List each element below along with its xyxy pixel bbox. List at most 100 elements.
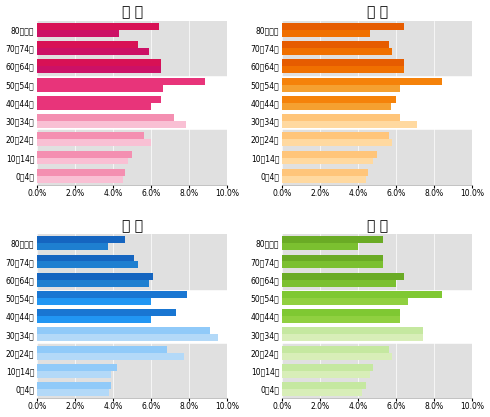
- Bar: [37, 41, 138, 48]
- Bar: [282, 21, 472, 39]
- Bar: [282, 114, 400, 121]
- Bar: [282, 316, 400, 323]
- Bar: [37, 130, 227, 148]
- Bar: [282, 151, 377, 158]
- Bar: [37, 344, 227, 362]
- Bar: [282, 280, 396, 286]
- Bar: [282, 353, 392, 359]
- Bar: [37, 78, 205, 85]
- Bar: [37, 382, 111, 389]
- Bar: [37, 132, 144, 139]
- Bar: [282, 48, 392, 55]
- Bar: [282, 167, 472, 185]
- Bar: [37, 291, 188, 298]
- Bar: [37, 298, 151, 305]
- Bar: [282, 344, 472, 362]
- Bar: [282, 389, 362, 396]
- Bar: [37, 176, 123, 183]
- Bar: [37, 23, 159, 30]
- Bar: [282, 85, 400, 91]
- Bar: [282, 39, 472, 57]
- Bar: [282, 334, 423, 342]
- Bar: [282, 176, 366, 183]
- Bar: [37, 346, 167, 353]
- Bar: [37, 103, 151, 110]
- Bar: [282, 243, 358, 250]
- Bar: [282, 271, 472, 289]
- Bar: [37, 273, 153, 280]
- Bar: [282, 380, 472, 398]
- Bar: [282, 148, 472, 167]
- Bar: [37, 362, 227, 380]
- Bar: [282, 41, 389, 48]
- Bar: [282, 236, 383, 243]
- Bar: [37, 252, 227, 271]
- Bar: [37, 121, 186, 128]
- Bar: [37, 96, 161, 103]
- Bar: [37, 30, 119, 37]
- Bar: [37, 234, 227, 252]
- Bar: [37, 389, 109, 396]
- Bar: [282, 382, 366, 389]
- Bar: [282, 327, 423, 334]
- Bar: [37, 151, 132, 158]
- Bar: [37, 114, 174, 121]
- Bar: [37, 39, 227, 57]
- Bar: [37, 148, 227, 167]
- Bar: [282, 121, 417, 128]
- Bar: [282, 371, 369, 378]
- Bar: [282, 158, 373, 164]
- Bar: [37, 254, 134, 261]
- Bar: [282, 254, 383, 261]
- Title: 全 国: 全 国: [367, 219, 388, 233]
- Bar: [37, 327, 210, 334]
- Bar: [37, 167, 227, 185]
- Bar: [282, 298, 408, 305]
- Bar: [282, 96, 396, 103]
- Bar: [37, 280, 149, 286]
- Bar: [282, 234, 472, 252]
- Bar: [37, 243, 107, 250]
- Title: 広 島: 広 島: [122, 5, 143, 20]
- Bar: [282, 261, 383, 269]
- Bar: [37, 334, 218, 342]
- Bar: [37, 66, 161, 73]
- Bar: [37, 261, 138, 269]
- Bar: [37, 271, 227, 289]
- Bar: [282, 103, 391, 110]
- Bar: [37, 380, 227, 398]
- Bar: [37, 48, 149, 55]
- Bar: [37, 57, 227, 75]
- Bar: [37, 371, 111, 378]
- Bar: [282, 273, 404, 280]
- Bar: [282, 139, 392, 146]
- Bar: [282, 346, 389, 353]
- Bar: [37, 85, 163, 91]
- Bar: [282, 66, 404, 73]
- Bar: [282, 291, 442, 298]
- Bar: [37, 158, 128, 164]
- Title: 東 京: 東 京: [122, 219, 143, 233]
- Title: 岡 山: 岡 山: [367, 5, 388, 20]
- Bar: [37, 139, 151, 146]
- Bar: [282, 252, 472, 271]
- Bar: [37, 309, 176, 316]
- Bar: [282, 59, 404, 66]
- Bar: [282, 364, 373, 371]
- Bar: [282, 30, 369, 37]
- Bar: [37, 169, 124, 176]
- Bar: [282, 57, 472, 75]
- Bar: [282, 132, 389, 139]
- Bar: [282, 309, 400, 316]
- Bar: [37, 236, 124, 243]
- Bar: [37, 21, 227, 39]
- Bar: [37, 316, 151, 323]
- Bar: [282, 362, 472, 380]
- Bar: [37, 59, 161, 66]
- Bar: [37, 364, 117, 371]
- Bar: [37, 353, 184, 359]
- Bar: [282, 130, 472, 148]
- Bar: [282, 78, 442, 85]
- Bar: [282, 23, 404, 30]
- Bar: [282, 169, 368, 176]
